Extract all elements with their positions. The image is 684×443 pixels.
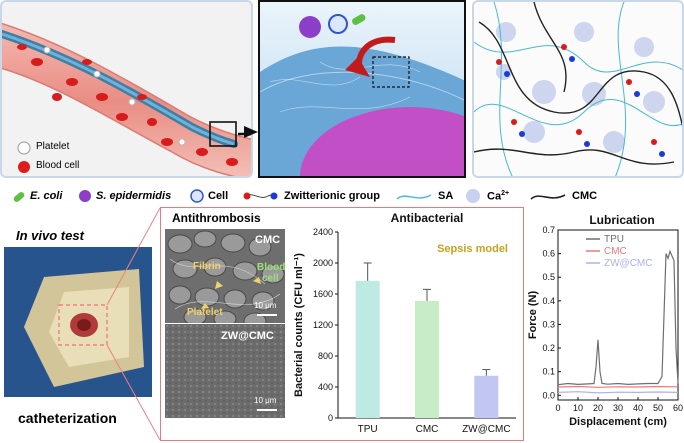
sem-zwcmc: ZW@CMC 10 μm bbox=[165, 324, 285, 418]
lubrication-chart: Lubrication 0.0 0.1 0.2 0.3 0.4 0.5 0.6 0.7 0 10 20… bbox=[527, 213, 683, 428]
results-frame bbox=[160, 207, 524, 441]
series-line-tpu bbox=[557, 249, 679, 386]
fibrin-label: Fibrin bbox=[193, 261, 221, 272]
chart-annotation: Sepsis model bbox=[437, 243, 508, 255]
legend-zwitterionic: Zwitterionic group bbox=[284, 190, 380, 202]
ca-icon bbox=[465, 188, 481, 209]
antithrombosis-title: Antithrombosis bbox=[172, 211, 261, 225]
x-tick-label: 40 bbox=[633, 403, 643, 413]
y-tick-label: 0.7 bbox=[542, 225, 555, 235]
cmc-icon bbox=[530, 190, 566, 208]
y-tick-label: 0.6 bbox=[542, 249, 555, 259]
y-tick-label: 2000 bbox=[313, 258, 333, 268]
y-tick-label: 0 bbox=[328, 413, 333, 423]
vessel-panel: Platelet Blood cell bbox=[0, 0, 253, 178]
x-tick-label: 10 bbox=[573, 403, 583, 413]
x-tick-label: TPU bbox=[358, 424, 378, 435]
x-tick-label: ZW@CMC bbox=[462, 424, 510, 435]
invivo-title: In vivo test bbox=[16, 228, 84, 243]
y-tick-label: 0.5 bbox=[542, 272, 555, 282]
y-tick-label: 400 bbox=[318, 382, 333, 392]
sem-cmc-image bbox=[165, 229, 285, 323]
legend-row: E. coli S. epidermidis Cell Zwitterionic… bbox=[0, 184, 684, 210]
y-tick-label: 2400 bbox=[313, 227, 333, 237]
network-illustration bbox=[474, 2, 682, 176]
x-tick-label: 30 bbox=[613, 403, 623, 413]
series-line-zwcmc bbox=[557, 391, 679, 394]
y-axis-label: Bacterial counts (CFU ml⁻¹) bbox=[293, 253, 305, 397]
bar-cmc bbox=[415, 300, 439, 418]
series-line-cmc bbox=[557, 385, 679, 388]
vessel-illustration bbox=[2, 22, 251, 176]
y-tick-label: 1600 bbox=[313, 289, 333, 299]
scale-bar-top: 10 μm bbox=[254, 301, 277, 310]
legend-ca: Ca2+ bbox=[487, 190, 509, 203]
legend-cmc: CMC bbox=[572, 190, 598, 202]
antibacterial-chart: Antibacterial Sepsis model 0 400 800 1200 1600… bbox=[293, 211, 516, 435]
y-tick-label: 0.1 bbox=[542, 367, 555, 377]
x-axis-label: Displacement (cm) bbox=[569, 416, 667, 428]
arrow-right-icon bbox=[244, 124, 258, 140]
sepi-icon bbox=[78, 189, 92, 208]
x-tick-label: 0 bbox=[555, 403, 560, 413]
x-tick-label: 50 bbox=[653, 403, 663, 413]
sa-icon bbox=[396, 190, 432, 208]
blood-cell-sem-label-1: Blood bbox=[257, 262, 285, 273]
chart-title: Antibacterial bbox=[391, 211, 464, 225]
bar-zwcmc bbox=[474, 375, 499, 418]
y-axis-label: Force (N) bbox=[527, 291, 539, 340]
blood-cell-sem-label-2: cell bbox=[262, 273, 279, 284]
scale-bar-bottom: 10 μm bbox=[254, 396, 277, 405]
ecoli-icon bbox=[12, 190, 26, 209]
cell-icon bbox=[190, 189, 204, 208]
coating-illustration bbox=[260, 2, 464, 176]
zwitterion-icon bbox=[242, 189, 280, 208]
x-tick-label: 20 bbox=[593, 403, 603, 413]
coating-zoom-panel bbox=[258, 0, 466, 178]
y-tick-label: 0.3 bbox=[542, 319, 555, 329]
sem-zwcmc-image bbox=[165, 324, 285, 418]
x-tick-label: CMC bbox=[416, 424, 439, 435]
platelet-label: Platelet bbox=[36, 141, 70, 152]
x-tick-label: 60 bbox=[673, 403, 683, 413]
legend-ecoli: E. coli bbox=[30, 190, 63, 202]
bar-tpu bbox=[355, 280, 380, 418]
invivo-caption: catheterization bbox=[18, 410, 117, 426]
platelet-sem-label: Platelet bbox=[187, 307, 223, 318]
legend-ca-text: Ca bbox=[487, 190, 502, 203]
sem-cmc: CMC Fibrin Blood cell Platelet 10 μm bbox=[165, 229, 285, 323]
legend-ca-charge: 2+ bbox=[501, 190, 510, 197]
legend-label: TPU bbox=[604, 234, 624, 245]
y-tick-label: 0.2 bbox=[542, 343, 555, 353]
legend-cell: Cell bbox=[208, 190, 229, 202]
legend-label: CMC bbox=[604, 246, 627, 257]
y-tick-label: 0.4 bbox=[542, 296, 555, 306]
legend-sepi: S. epidermidis bbox=[96, 190, 172, 202]
legend-label: ZW@CMC bbox=[604, 258, 652, 269]
blood-cell-label: Blood cell bbox=[36, 160, 80, 171]
y-tick-label: 800 bbox=[318, 351, 333, 361]
sem-cmc-label: CMC bbox=[255, 234, 281, 246]
chart-title: Lubrication bbox=[589, 213, 654, 227]
y-tick-label: 1200 bbox=[313, 320, 333, 330]
y-tick-label: 0.0 bbox=[542, 390, 555, 400]
legend-sa: SA bbox=[438, 190, 454, 202]
network-panel bbox=[472, 0, 684, 178]
sem-zwcmc-label: ZW@CMC bbox=[221, 330, 274, 342]
